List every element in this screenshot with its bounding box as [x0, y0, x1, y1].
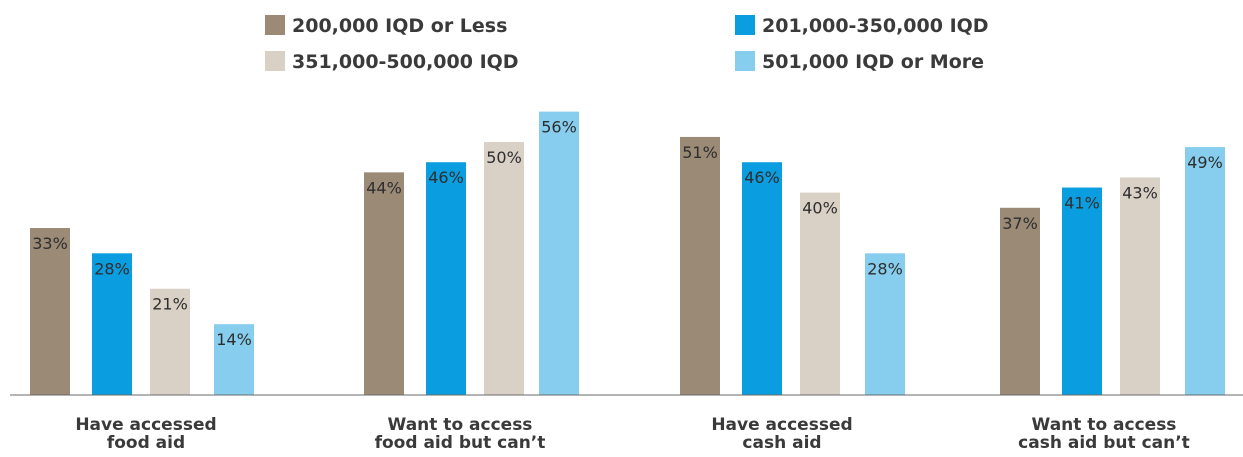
bar-1-3 — [150, 288, 190, 395]
category-label-1: Have accessed food aid — [75, 415, 216, 453]
data-label-4-3: 43% — [1122, 183, 1158, 202]
bar-4-3 — [1120, 177, 1160, 395]
chart-legend: 200,000 IQD or Less 201,000-350,000 IQD 35… — [265, 15, 989, 73]
data-label-1-4: 14% — [216, 330, 252, 349]
data-label-1-3: 21% — [152, 295, 188, 314]
bar-1-4 — [214, 324, 254, 395]
bar-4-4 — [1185, 147, 1225, 395]
bar-3-2 — [742, 162, 782, 395]
data-label-2-1: 44% — [366, 178, 402, 197]
bar-2-1 — [364, 172, 404, 395]
data-label-2-2: 46% — [428, 168, 464, 187]
legend-swatch-3 — [265, 51, 285, 71]
bar-2-4 — [539, 111, 579, 395]
category-label-4: Want to access cash aid but can’t — [1018, 415, 1190, 453]
bar-1-1 — [30, 228, 70, 395]
category-labels: Have accessed food aid Want to access food … — [75, 415, 1189, 453]
data-label-4-1: 37% — [1002, 214, 1038, 233]
data-label-3-2: 46% — [744, 168, 780, 187]
bar-2-2 — [426, 162, 466, 395]
bar-group: 33% 28% 21% 14% 44% 46% 50% 56% 51% 46% 40% 28% 37% 4… — [30, 111, 1225, 395]
data-label-2-3: 50% — [486, 148, 522, 167]
bar-3-4 — [865, 253, 905, 395]
category-label-2: Want to access food aid but can’t — [375, 415, 546, 453]
data-label-4-2: 41% — [1064, 194, 1100, 213]
bar-2-3 — [484, 142, 524, 395]
legend-entry-4: 501,000 IQD or More — [762, 51, 984, 73]
bar-3-3 — [800, 192, 840, 395]
data-label-1-2: 28% — [94, 259, 130, 278]
legend-entry-2: 201,000-350,000 IQD — [762, 15, 989, 37]
data-label-3-3: 40% — [802, 199, 838, 218]
data-label-3-4: 28% — [867, 259, 903, 278]
bar-1-2 — [92, 253, 132, 395]
data-label-4-4: 49% — [1187, 153, 1223, 172]
category-label-3: Have accessed cash aid — [711, 415, 852, 453]
legend-swatch-4 — [735, 51, 755, 71]
data-label-1-1: 33% — [32, 234, 68, 253]
data-label-2-4: 56% — [541, 118, 577, 137]
bar-3-1 — [680, 136, 720, 395]
legend-entry-3: 351,000-500,000 IQD — [292, 51, 519, 73]
legend-swatch-2 — [735, 15, 755, 35]
legend-entry-1: 200,000 IQD or Less — [292, 15, 507, 37]
legend-swatch-1 — [265, 15, 285, 35]
bar-4-1 — [1000, 207, 1040, 395]
bar-4-2 — [1062, 187, 1102, 395]
data-label-3-1: 51% — [682, 143, 718, 162]
